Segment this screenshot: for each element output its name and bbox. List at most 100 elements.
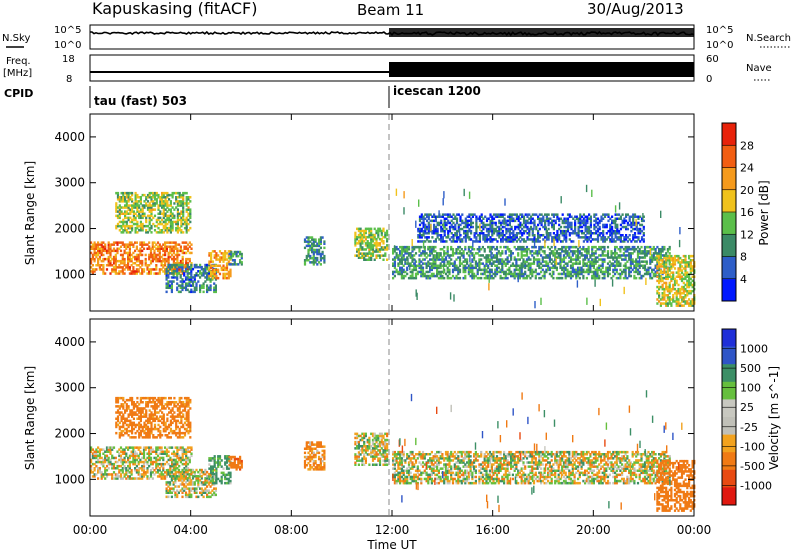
power-echo-cell [155, 243, 158, 246]
power-echo-cell [188, 280, 191, 283]
power-echo-cell [476, 276, 479, 280]
power-echo-cell [691, 283, 694, 287]
power-echo-cell [158, 257, 161, 261]
power-echo-cell [533, 219, 536, 223]
power-echo-cell [517, 223, 520, 227]
power-echo-cell [135, 270, 138, 273]
power-echo-cell [402, 254, 405, 257]
power-echo-cell [621, 240, 624, 243]
power-echo-cell [150, 206, 153, 209]
velocity-echo-cell [107, 467, 110, 470]
power-echo-cell [512, 219, 515, 223]
power-echo-cell [397, 262, 400, 265]
power-echo-cell [584, 215, 587, 218]
power-echo-cell [132, 243, 135, 246]
power-echo-cell [501, 262, 504, 265]
power-echo-streak [623, 286, 625, 295]
power-echo-cell [612, 268, 615, 272]
power-echo-cell [406, 258, 409, 261]
velocity-echo-cell [111, 467, 114, 470]
power-echo-cell [165, 272, 168, 275]
power-echo-cell [500, 234, 503, 237]
power-echo-cell [647, 266, 650, 270]
velocity-echo-cell [146, 467, 149, 470]
power-echo-cell [393, 270, 396, 274]
power-echo-cell [661, 294, 664, 297]
power-echo-cell [448, 264, 451, 267]
power-echo-cell [158, 259, 161, 263]
power-echo-cell [202, 286, 205, 289]
power-echo-cell [91, 245, 94, 248]
power-echo-cell [528, 213, 531, 216]
power-echo-cell [134, 255, 137, 259]
power-echo-cell [593, 232, 596, 235]
power-echo-cell [235, 263, 238, 266]
power-echo-streak [591, 189, 593, 197]
power-echo-cell [497, 252, 500, 255]
power-echo-cell [452, 217, 455, 220]
power-echo-cell [169, 220, 172, 224]
power-echo-cell [134, 241, 137, 244]
power-echo-cell [193, 280, 196, 283]
power-echo-cell [438, 238, 441, 241]
power-echo-cell [684, 261, 687, 264]
power-echo-cell [621, 245, 624, 249]
power-echo-cell [97, 259, 100, 263]
power-echo-cell [151, 247, 154, 250]
power-echo-cell [176, 276, 179, 279]
velocity-echo-cell [100, 448, 103, 451]
power-echo-cell [142, 241, 146, 244]
power-echo-cell [654, 248, 657, 251]
power-echo-cell [128, 272, 131, 275]
power-echo-cell [420, 264, 423, 267]
power-echo-cell [423, 252, 426, 255]
power-echo-cell [183, 247, 186, 250]
power-echo-cell [684, 300, 687, 303]
power-echo-cell [200, 265, 203, 269]
power-echo-cell [473, 236, 476, 239]
power-echo-cell [689, 304, 692, 307]
power-colorbar-segment [722, 167, 736, 191]
power-echo-cell [182, 216, 185, 220]
power-echo-cell [319, 240, 322, 243]
velocity-echo-cell [97, 467, 100, 470]
power-echo-cell [319, 256, 322, 260]
power-echo-cell [615, 260, 618, 263]
power-echo-cell [98, 255, 101, 259]
power-echo-cell [112, 249, 116, 253]
power-echo-cell [547, 254, 550, 257]
power-echo-cell [181, 249, 184, 253]
power-echo-cell [609, 227, 612, 231]
power-echo-cell [176, 212, 179, 215]
power-echo-cell [447, 234, 450, 237]
velocity-echo-cell [102, 473, 105, 476]
power-echo-cell [670, 256, 673, 260]
power-echo-cell [206, 272, 209, 275]
power-echo-cell [658, 272, 661, 276]
power-echo-cell [437, 266, 440, 270]
power-echo-cell [436, 232, 439, 235]
power-echo-cell [418, 215, 422, 218]
power-echo-cell [480, 215, 483, 218]
power-echo-cell [368, 244, 371, 247]
power-echo-cell [93, 243, 96, 246]
power-echo-cell [239, 259, 242, 262]
power-echo-cell [577, 248, 580, 251]
power-echo-cell [632, 217, 635, 220]
power-echo-cell [185, 220, 188, 224]
velocity-echo-cell [135, 464, 138, 468]
power-echo-cell [543, 256, 546, 259]
power-echo-cell [368, 229, 371, 233]
power-echo-cell [215, 274, 218, 278]
power-echo-cell [395, 270, 398, 274]
power-echo-cell [162, 200, 165, 203]
power-echo-cell [498, 232, 501, 235]
power-echo-cell [645, 254, 648, 257]
power-echo-cell [666, 248, 669, 251]
power-echo-cell [603, 250, 606, 253]
power-echo-cell [130, 259, 133, 263]
power-echo-cell [682, 296, 685, 299]
power-echo-cell [543, 264, 546, 267]
power-echo-cell [402, 270, 405, 274]
power-echo-cell [443, 254, 446, 257]
